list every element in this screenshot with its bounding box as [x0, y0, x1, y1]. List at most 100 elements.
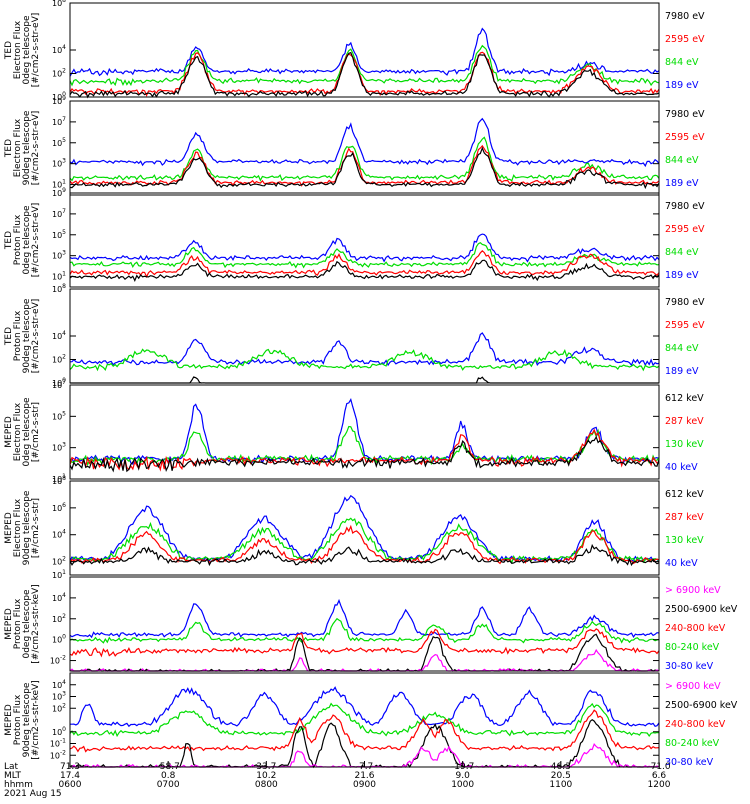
legend-entry: 189 eV — [665, 366, 699, 377]
series-line-844-eV — [69, 136, 660, 182]
series-line-40-keV — [69, 494, 660, 563]
panel-frame — [69, 384, 660, 480]
y-axis-label: [#/cm2-s-str-eV] — [31, 13, 41, 88]
y-tick-label: 100 — [52, 91, 66, 102]
series-line-2500-6900-keV — [69, 718, 660, 769]
y-axis-label: 0deg telescope — [22, 397, 32, 467]
y-tick-label: 101 — [52, 569, 66, 580]
footer-row-label: MLT — [4, 771, 22, 781]
legend-entry: 7980 eV — [665, 297, 705, 308]
y-axis-label: Electron Flux — [13, 20, 23, 79]
x-tick-label-mlt: 10.2 — [256, 771, 276, 781]
y-axis-label: [#/cm2-s-str-eV] — [31, 299, 41, 374]
y-tick-label: 103 — [52, 442, 66, 453]
legend-entry: 844 eV — [665, 155, 699, 166]
y-axis-label: [#/cm2-s-str-keV] — [31, 584, 41, 663]
y-axis-label: [#/cm2-s-str] — [31, 402, 41, 462]
x-tick-label-mlt: 21.6 — [354, 771, 374, 781]
series-line-130-keV — [69, 517, 660, 565]
x-tick-label-lat: 33.7 — [256, 762, 276, 772]
x-tick-label-lat: -71.0 — [647, 762, 671, 772]
legend-entry: 30-80 keV — [665, 661, 714, 672]
y-tick-label: 10-2 — [50, 655, 66, 666]
series-line-240-800-keV — [69, 709, 660, 753]
y-axis-label: 0deg telescope — [22, 15, 32, 85]
y-tick-label: 104 — [52, 330, 66, 341]
y-tick-label: 104 — [52, 592, 66, 603]
legend-entry: 80-240 keV — [665, 642, 720, 653]
legend-entry: 2595 eV — [665, 224, 705, 235]
legend-entry: 7980 eV — [665, 201, 705, 212]
legend-entry: 2500-6900 keV — [665, 604, 738, 615]
y-tick-label: 102 — [52, 702, 66, 713]
series-line-612-keV — [69, 543, 660, 567]
legend-entry: 2595 eV — [665, 34, 705, 45]
y-tick-label: 101 — [52, 473, 66, 484]
legend-entry: 7980 eV — [665, 11, 705, 22]
y-tick-label: 100 — [52, 377, 66, 388]
legend-entry: 80-240 keV — [665, 738, 720, 749]
panel-frame — [69, 100, 660, 196]
y-tick-label: 10-1 — [50, 738, 66, 749]
series-line-240-800-keV — [69, 628, 660, 658]
series-line-7980-eV — [69, 259, 660, 282]
panel-4: 108 104 102 100 TED Proton Flux 90deg telescop… — [4, 283, 705, 388]
legend-entry: 287 keV — [665, 512, 704, 523]
panel-frame — [69, 288, 660, 384]
legend-entry: > 6900 keV — [665, 585, 721, 596]
legend-entry: 7980 eV — [665, 109, 705, 120]
legend-entry: 844 eV — [665, 57, 699, 68]
x-tick-label-lat: -19.7 — [451, 762, 474, 772]
legend-entry: 40 keV — [665, 462, 698, 473]
legend-entry: 287 keV — [665, 416, 704, 427]
legend-entry: 240-800 keV — [665, 719, 726, 730]
series-line-2595-eV — [69, 249, 660, 279]
legend-entry: 130 keV — [665, 439, 704, 450]
panel-frame — [69, 576, 660, 672]
y-axis-label: 90deg telescope — [22, 298, 32, 373]
y-axis-label: [#/cm2-s-str] — [31, 498, 41, 558]
panel-5: 107 105 103 101 MEPED Electron Flux 0deg teles… — [4, 379, 704, 484]
panel-frame — [69, 192, 660, 288]
legend-entry: 189 eV — [665, 270, 699, 281]
y-tick-label: 105 — [52, 229, 66, 240]
y-tick-label: 106 — [52, 502, 66, 513]
y-tick-label: 108 — [52, 283, 66, 294]
x-tick-label-lat: 71.3 — [60, 762, 80, 772]
y-axis-label: [#/cm2-s-str-eV] — [31, 111, 41, 186]
y-axis-label: Proton Flux — [13, 310, 23, 361]
y-axis-label: Proton Flux — [13, 214, 23, 265]
y-axis-label: Proton Flux — [13, 598, 23, 649]
y-tick-label: 105 — [52, 410, 66, 421]
x-tick-label-hhmm: 1000 — [451, 780, 474, 790]
y-tick-label: 101 — [52, 179, 66, 190]
y-tick-label: 107 — [52, 379, 66, 390]
series-line-612-keV — [69, 435, 660, 473]
x-tick-label-mlt: 6.6 — [652, 771, 667, 781]
series-line-7980-eV — [69, 146, 660, 190]
series-line-7980-eV — [69, 51, 660, 99]
legend-entry: 2595 eV — [665, 320, 705, 331]
y-axis-label: [#/cm2-s-str-eV] — [31, 203, 41, 278]
x-tick-label-hhmm: 1200 — [648, 780, 671, 790]
y-axis-label: MEPED — [4, 704, 14, 736]
x-tick-label-lat: 46.3 — [551, 762, 571, 772]
y-axis-label: 0deg telescope — [22, 589, 32, 659]
y-axis-label: Electron Flux — [13, 402, 23, 461]
y-tick-label: 10-2 — [50, 749, 66, 760]
x-tick-label-mlt: 9.0 — [456, 771, 471, 781]
legend-entry: 612 keV — [665, 489, 704, 500]
x-tick-label-mlt: 0.8 — [161, 771, 176, 781]
panel-3: 109 107 105 103 101 TED Proton Flux 0deg telesc… — [4, 187, 705, 288]
x-tick-label-mlt: 20.5 — [551, 771, 571, 781]
x-tick-label-mlt: 17.4 — [60, 771, 80, 781]
panel-frame — [69, 480, 660, 576]
series-line-30-80-keV — [69, 598, 660, 639]
panel-1: 108 104 102 100 TED Electron Flux 0deg telesco… — [4, 0, 705, 102]
y-axis-label: TED — [4, 327, 14, 346]
series-line-80-240-keV — [69, 702, 660, 738]
legend-entry: 844 eV — [665, 247, 699, 258]
x-tick-label-hhmm: 0800 — [255, 780, 278, 790]
x-tick-label-lat: -7.7 — [356, 762, 374, 772]
